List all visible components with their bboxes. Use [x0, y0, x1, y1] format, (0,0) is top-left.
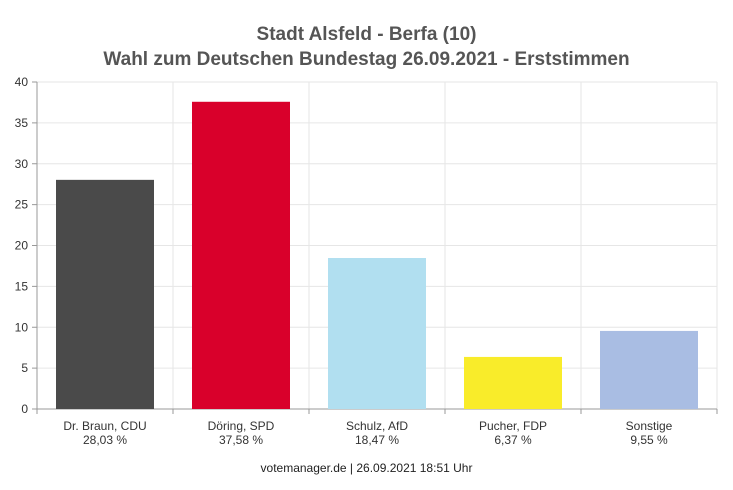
bar [56, 179, 154, 409]
y-tick-label: 40 [15, 75, 29, 89]
bar [464, 356, 562, 409]
data-label: 6,37 % [494, 433, 532, 447]
data-label: 37,58 % [219, 433, 263, 447]
y-tick-label: 15 [15, 279, 29, 293]
x-tick-label: Sonstige [626, 419, 673, 433]
bar [328, 258, 426, 409]
data-label: 9,55 % [630, 433, 668, 447]
data-label: 28,03 % [83, 433, 127, 447]
x-tick-label: Dr. Braun, CDU [63, 419, 146, 433]
y-tick-label: 35 [15, 116, 29, 130]
y-tick-label: 10 [15, 320, 29, 334]
y-tick-label: 25 [15, 198, 29, 212]
bar [600, 330, 698, 409]
y-tick-label: 5 [21, 361, 28, 375]
y-tick-label: 0 [21, 402, 28, 416]
x-tick-label: Pucher, FDP [479, 419, 547, 433]
bar [192, 101, 290, 409]
chart-title: Stadt Alsfeld - Berfa (10) [256, 24, 477, 45]
footer-source: votemanager.de | 26.09.2021 18:51 Uhr [260, 461, 473, 475]
y-tick-label: 20 [15, 239, 29, 253]
chart-subtitle: Wahl zum Deutschen Bundestag 26.09.2021 … [103, 49, 630, 70]
x-tick-label: Schulz, AfD [346, 419, 408, 433]
x-tick-label: Döring, SPD [208, 419, 275, 433]
data-label: 18,47 % [355, 433, 399, 447]
y-tick-label: 30 [15, 157, 29, 171]
